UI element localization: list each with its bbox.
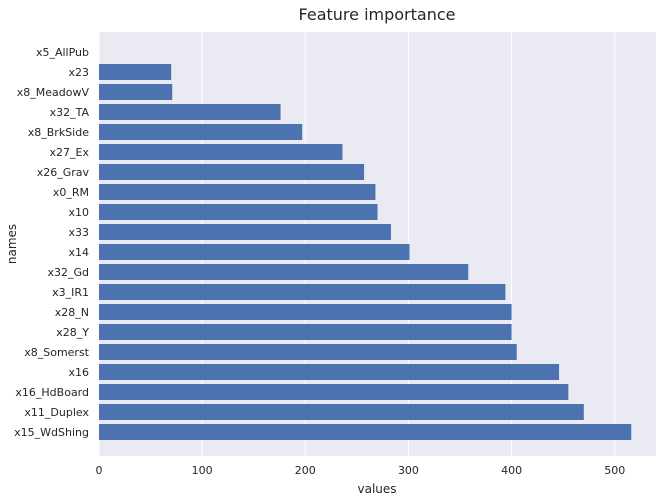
bar [99, 264, 469, 280]
bar [99, 404, 584, 420]
bar [99, 424, 632, 440]
x-tick-labels: 0 100 200 300 400 500 [96, 464, 626, 477]
bar [99, 304, 512, 320]
y-tick-label: x11_Duplex [24, 406, 89, 419]
y-tick-label: x32_TA [50, 106, 90, 119]
bar [99, 144, 343, 160]
chart-title: Feature importance [299, 5, 456, 24]
y-tick-label: x27_Ex [50, 146, 90, 159]
x-tick-label: 200 [295, 464, 316, 477]
y-tick-label: x33 [68, 226, 89, 239]
x-tick-label: 100 [192, 464, 213, 477]
x-axis-label: values [357, 482, 396, 496]
x-tick-label: 0 [96, 464, 103, 477]
y-tick-label: x14 [68, 246, 89, 259]
y-tick-label: x28_Y [56, 326, 89, 339]
bar [99, 244, 410, 260]
x-tick-label: 400 [501, 464, 522, 477]
y-tick-label: x8_BrkSide [28, 126, 89, 139]
bar [99, 324, 512, 340]
y-tick-label: x16 [68, 366, 89, 379]
y-tick-label: x16_HdBoard [15, 386, 89, 399]
bar [99, 104, 281, 120]
y-tick-label: x23 [68, 66, 89, 79]
y-tick-label: x26_Grav [37, 166, 90, 179]
y-tick-label: x8_MeadowV [17, 86, 90, 99]
y-tick-label: x28_N [55, 306, 89, 319]
bar [99, 384, 569, 400]
bar [99, 164, 365, 180]
y-tick-label: x10 [68, 206, 89, 219]
bar [99, 84, 173, 100]
bar [99, 344, 517, 360]
bar [99, 184, 376, 200]
y-tick-label: x5_AllPub [36, 46, 89, 59]
bar [99, 204, 378, 220]
y-axis-label: names [5, 224, 19, 264]
bars [99, 64, 632, 440]
y-tick-label: x8_Somerst [24, 346, 89, 359]
bar [99, 224, 391, 240]
y-tick-label: x32_Gd [47, 266, 89, 279]
y-tick-labels: x15_WdShing x11_Duplex x16_HdBoard x16 x8_So… [14, 46, 90, 439]
bar [99, 124, 303, 140]
bar [99, 364, 560, 380]
y-tick-label: x0_RM [53, 186, 89, 199]
bar [99, 284, 506, 300]
y-tick-label: x15_WdShing [14, 426, 89, 439]
x-tick-label: 300 [398, 464, 419, 477]
x-tick-label: 500 [604, 464, 625, 477]
y-tick-label: x3_IR1 [52, 286, 89, 299]
bar [99, 64, 172, 80]
